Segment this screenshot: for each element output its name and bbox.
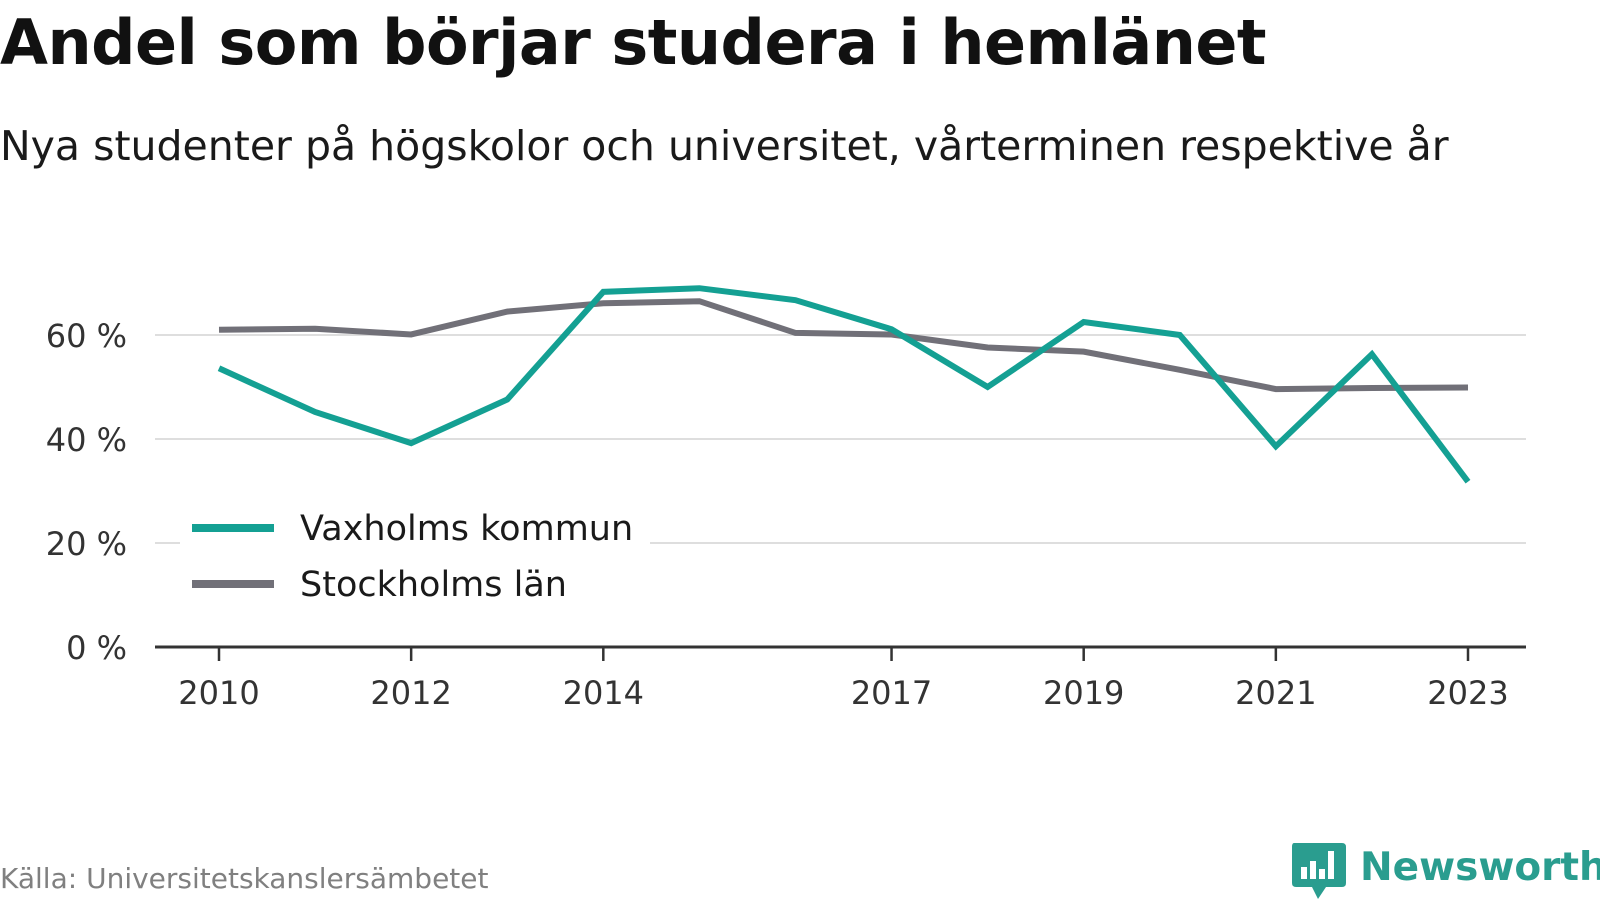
y-tick-label: 0 % xyxy=(66,629,127,667)
series-line-vaxholms-kommun xyxy=(217,285,1471,484)
source-note: Källa: Universitetskanslersämbetet xyxy=(0,862,489,895)
series-line-stockholms-län xyxy=(218,298,1469,393)
y-tick-label: 40 % xyxy=(46,421,127,459)
legend-background xyxy=(180,500,650,620)
chart-subtitle: Nya studenter på högskolor och universit… xyxy=(0,122,1449,170)
newsworthy-logo-icon xyxy=(1292,843,1346,899)
brand-name: Newsworthy xyxy=(1360,845,1600,890)
x-tick-label: 2023 xyxy=(1427,674,1508,712)
x-tick-label: 2012 xyxy=(370,674,451,712)
y-tick-label: 60 % xyxy=(46,317,127,355)
y-tick-label: 20 % xyxy=(46,525,127,563)
y-axis-ticks: 0 % 20 % 40 % 60 % xyxy=(46,317,127,667)
legend: Vaxholms kommun Stockholms län xyxy=(180,500,650,620)
legend-label: Vaxholms kommun xyxy=(300,509,633,549)
series-lines xyxy=(217,285,1471,484)
x-axis: 2010 2012 2014 2017 2019 2021 2023 xyxy=(155,645,1526,712)
x-tick-label: 2014 xyxy=(563,674,644,712)
x-tick-label: 2019 xyxy=(1043,674,1124,712)
legend-label: Stockholms län xyxy=(300,565,567,605)
x-tick-label: 2021 xyxy=(1235,674,1316,712)
chart-title: Andel som börjar studera i hemlänet xyxy=(0,6,1267,79)
x-tick-label: 2017 xyxy=(851,674,932,712)
x-tick-label: 2010 xyxy=(178,674,259,712)
newsworthy-logo: Newsworthy xyxy=(1292,843,1600,900)
